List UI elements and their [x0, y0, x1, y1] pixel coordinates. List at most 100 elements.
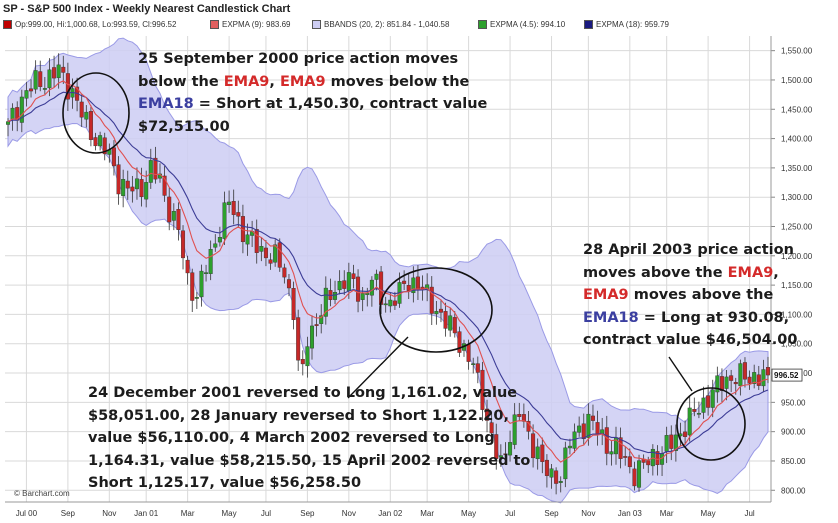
- candle-body: [392, 300, 397, 306]
- annotation-dec-2001: 24 December 2001 reversed to Long 1,161.…: [88, 382, 530, 495]
- candle-body: [673, 434, 678, 451]
- candle-body: [194, 297, 199, 299]
- bollinger-bands: [7, 37, 769, 504]
- x-tick-label: Mar: [420, 509, 434, 518]
- legend-ema9[interactable]: EXPMA (9): 983.69: [210, 20, 290, 29]
- candle-body: [448, 315, 453, 331]
- highlight-circle: [62, 72, 130, 154]
- candle-body: [268, 259, 273, 264]
- candle-body: [581, 423, 586, 440]
- legend-text-ema9: EXPMA (9): 983.69: [222, 20, 291, 29]
- candle-body: [683, 431, 688, 437]
- candle-body: [139, 179, 144, 198]
- x-tick-label: Sep: [544, 509, 559, 518]
- y-tick-label: 1,400.00: [781, 135, 813, 144]
- candle-body: [236, 212, 241, 217]
- candle-body: [360, 293, 365, 300]
- candle-body: [738, 363, 743, 386]
- candle-body: [696, 412, 701, 415]
- candle-body: [715, 375, 720, 393]
- candle-body: [277, 242, 282, 268]
- candle-body: [171, 211, 176, 221]
- candle-body: [102, 137, 107, 155]
- candle-body: [531, 433, 536, 459]
- candle-body: [706, 395, 711, 408]
- candle-body: [204, 272, 209, 274]
- annotation-line: 24 December 2001 reversed to Long 1,161.…: [88, 385, 518, 401]
- annotation-ema9: EMA9: [223, 73, 270, 90]
- legend-text-ema4-5: EXPMA (4.5): 994.10: [490, 20, 566, 29]
- legend-ema4-5[interactable]: EXPMA (4.5): 994.10: [478, 20, 565, 29]
- candle-body: [319, 315, 324, 324]
- candle-body: [323, 287, 328, 317]
- legend-bbands[interactable]: BBANDS (20, 2): 851.84 - 1,040.58: [312, 20, 449, 29]
- legend-swatch-ema4-5: [478, 20, 487, 29]
- candle-body: [208, 249, 213, 274]
- annotation-text: = Short at 1,450.30, contract value: [193, 96, 488, 112]
- y-tick-label: 1,200.00: [781, 252, 813, 261]
- candle-body: [535, 446, 540, 460]
- candle-body: [93, 137, 98, 147]
- legend-swatch-ohlc: [3, 20, 12, 29]
- ema9-line: [7, 80, 769, 463]
- candle-body: [356, 276, 361, 302]
- candle-body: [310, 325, 315, 349]
- candle-body: [217, 237, 222, 243]
- candle-body: [521, 414, 526, 422]
- y-tick-label: 1,300.00: [781, 193, 813, 202]
- x-tick-label: Jul 00: [16, 509, 38, 518]
- candle-body: [595, 422, 600, 436]
- candle-body: [346, 272, 351, 291]
- candle-body: [443, 311, 448, 329]
- candle-body: [609, 451, 614, 455]
- candle-body: [61, 66, 66, 73]
- annotation-pointer-line: [668, 356, 693, 392]
- annotation-text: below the: [138, 73, 224, 90]
- candle-body: [466, 344, 471, 362]
- candle-body: [148, 160, 153, 183]
- annotation-line: below the EMA9, EMA9 moves below the: [138, 71, 487, 94]
- candle-body: [181, 230, 186, 259]
- y-tick-label: 1,500.00: [781, 76, 813, 85]
- candle-body: [577, 425, 582, 433]
- annotation-line: EMA9 moves above the: [583, 284, 797, 307]
- candle-body: [429, 286, 434, 314]
- y-tick-label: 1,250.00: [781, 223, 813, 232]
- annotation-line: Short 1,125.17, value $56,258.50: [88, 475, 362, 491]
- annotation-text: ,: [773, 264, 779, 281]
- candle-body: [415, 276, 420, 290]
- candle-body: [724, 376, 729, 389]
- candle-body: [33, 70, 38, 90]
- candle-body: [134, 178, 139, 190]
- candle-body: [291, 288, 296, 320]
- annotation-line: 25 September 2000 price action moves: [138, 51, 459, 67]
- highlight-circle: [379, 267, 493, 353]
- candle-body: [637, 460, 642, 488]
- candle-body: [231, 201, 236, 215]
- annotation-line: value $56,110.00, 4 March 2002 reversed …: [88, 430, 495, 446]
- candles: [5, 53, 771, 495]
- candle-body: [508, 442, 513, 456]
- y-tick-label: 850.00: [781, 457, 806, 466]
- candle-body: [480, 369, 485, 410]
- y-tick-label: 1,350.00: [781, 164, 813, 173]
- candle-body: [369, 279, 374, 296]
- highlight-circles: [62, 72, 746, 461]
- y-tick-label: 800.00: [781, 486, 806, 495]
- candle-body: [47, 69, 52, 89]
- candle-body: [766, 367, 771, 376]
- legend-ohlc[interactable]: Op:999.00, Hi:1,000.68, Lo:993.59, Cl:99…: [3, 20, 176, 29]
- x-tick-label: May: [222, 509, 237, 518]
- candle-body: [162, 175, 167, 196]
- barchart-credit: © Barchart.com: [14, 489, 70, 498]
- candle-body: [544, 459, 549, 476]
- candle-body: [65, 73, 70, 100]
- candle-body: [84, 111, 89, 120]
- legend-ema18[interactable]: EXPMA (18): 959.79: [584, 20, 669, 29]
- candle-body: [554, 470, 559, 484]
- x-tick-label: Nov: [102, 509, 116, 518]
- x-axis: Jul 00 Sep Nov Jan 01 Mar May Jul Sep Nov Jan 02 M…: [5, 501, 771, 518]
- candle-body: [549, 468, 554, 478]
- candle-body: [411, 277, 416, 294]
